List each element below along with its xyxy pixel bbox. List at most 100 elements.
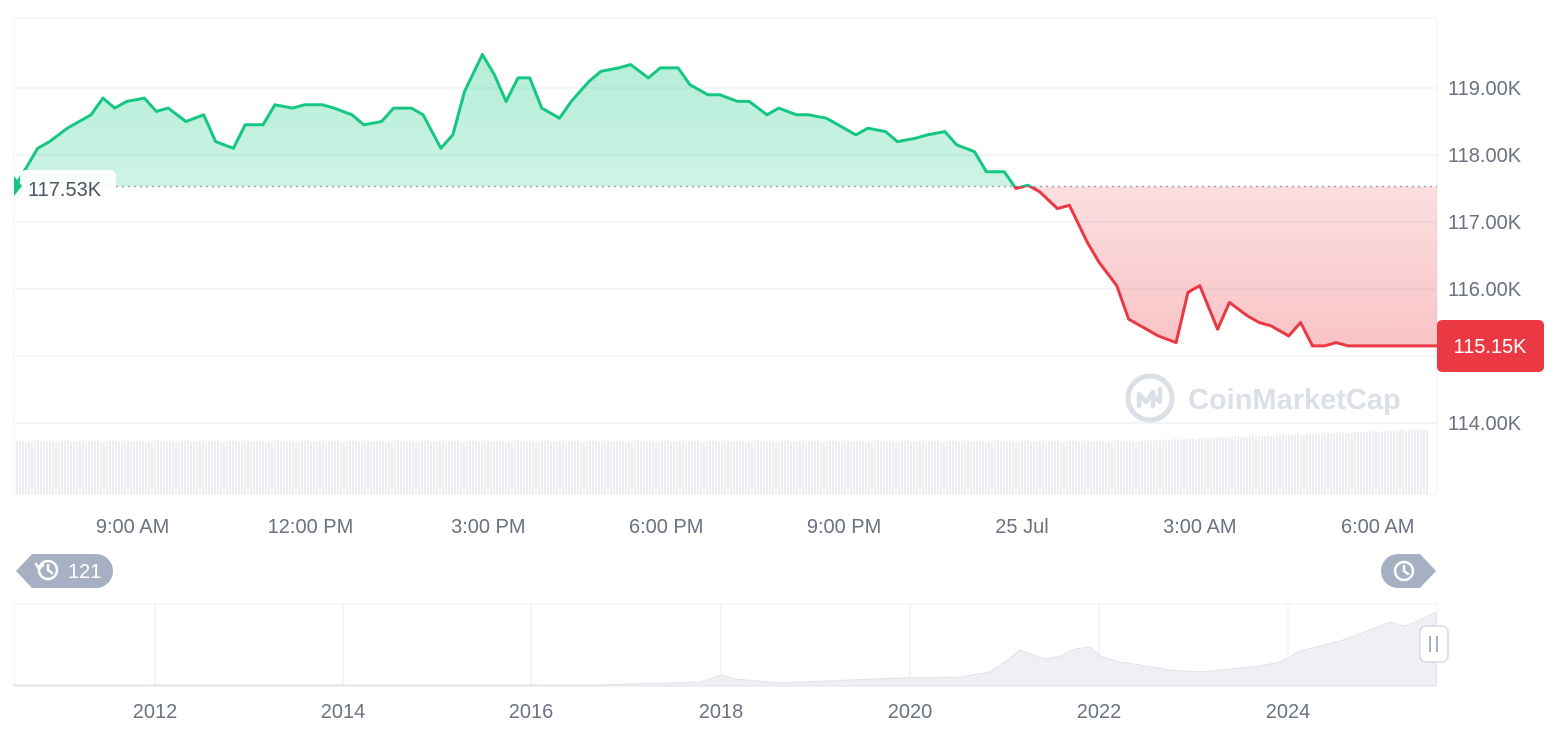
volume-bar <box>250 442 252 494</box>
volume-bar <box>574 440 576 494</box>
volume-bar <box>1363 432 1365 494</box>
volume-bar <box>760 442 762 494</box>
navigator-handle[interactable] <box>1419 625 1449 663</box>
volume-bar <box>805 442 807 494</box>
volume-bar <box>763 441 765 494</box>
volume-bar <box>190 442 192 494</box>
volume-bar <box>268 441 270 494</box>
volume-bar <box>778 441 780 494</box>
volume-bar <box>910 442 912 494</box>
history-badge[interactable]: 121 <box>16 554 113 588</box>
volume-bar <box>520 442 522 494</box>
volume-bar <box>58 441 60 494</box>
volume-bar <box>937 440 939 494</box>
volume-bar <box>706 441 708 494</box>
volume-bar <box>658 441 660 494</box>
volume-bar <box>1246 436 1248 494</box>
volume-bar <box>1156 440 1158 494</box>
volume-bar <box>892 440 894 494</box>
volume-bar <box>1036 441 1038 494</box>
volume-bar <box>1375 432 1377 494</box>
volume-bar <box>76 441 78 494</box>
volume-bar <box>367 440 369 494</box>
volume-bar <box>418 441 420 494</box>
volume-bar <box>64 440 66 494</box>
volume-bar <box>481 441 483 494</box>
volume-bar <box>313 441 315 494</box>
volume-bar <box>334 440 336 494</box>
volume-bar <box>652 440 654 494</box>
volume-bar <box>145 442 147 494</box>
volume-bar <box>355 442 357 494</box>
volume-bar <box>1222 436 1224 494</box>
volume-bar <box>424 440 426 494</box>
volume-bar <box>1414 429 1416 494</box>
volume-bar <box>1138 441 1140 494</box>
coinmarketcap-logo-icon <box>1125 373 1175 423</box>
volume-bar <box>187 440 189 494</box>
volume-bar <box>1069 440 1071 494</box>
volume-bar <box>1045 442 1047 494</box>
volume-bar <box>1225 438 1227 494</box>
volume-bar <box>178 441 180 494</box>
y-tick-label: 116.00K <box>1448 279 1522 301</box>
volume-bar <box>388 441 390 494</box>
volume-bar <box>136 441 138 494</box>
volume-bar <box>1027 440 1029 494</box>
volume-bar <box>451 441 453 494</box>
volume-bar <box>1405 431 1407 494</box>
x-axis-labels: 9:00 AM 12:00 PM 3:00 PM 6:00 PM 9:00 PM 25 J… <box>96 516 1415 538</box>
volume-bar <box>1243 437 1245 494</box>
volume-bar <box>454 440 456 494</box>
navigator[interactable]: 2012 2014 2016 2018 2020 2022 2024 <box>13 603 1449 723</box>
volume-bar <box>142 440 144 494</box>
navigator-x-label: 2022 <box>1077 701 1122 723</box>
y-tick-label: 117.00K <box>1448 212 1522 234</box>
volume-bar <box>259 440 261 494</box>
volume-bar <box>1048 441 1050 494</box>
volume-bar <box>643 441 645 494</box>
volume-bar <box>427 440 429 494</box>
volume-bar <box>364 440 366 494</box>
volume-bar <box>1090 442 1092 494</box>
volume-bar <box>814 440 816 494</box>
volume-bar <box>739 440 741 494</box>
volume-bar <box>1396 430 1398 494</box>
volume-bar <box>232 440 234 494</box>
volume-bar <box>1084 440 1086 494</box>
volume-bar <box>736 441 738 494</box>
reset-zoom-badge[interactable] <box>1381 554 1436 588</box>
volume-bar <box>1357 431 1359 494</box>
volume-bar <box>511 441 513 494</box>
volume-bar <box>694 440 696 494</box>
volume-bar <box>304 440 306 494</box>
volume-bar <box>1288 435 1290 494</box>
volume-bar <box>1282 434 1284 494</box>
volume-bar <box>445 442 447 494</box>
x-tick-label: 12:00 PM <box>268 516 354 538</box>
volume-bar <box>340 442 342 494</box>
volume-bar <box>1066 441 1068 494</box>
volume-bar <box>532 440 534 494</box>
volume-bar <box>1141 440 1143 494</box>
volume-bar <box>817 440 819 494</box>
volume-bar <box>289 440 291 494</box>
volume-bar <box>838 441 840 494</box>
volume-bar <box>1021 441 1023 494</box>
volume-bar <box>565 442 567 494</box>
volume-bar <box>241 441 243 494</box>
volume-bar <box>280 442 282 494</box>
volume-bar <box>670 442 672 494</box>
volume-bar <box>544 440 546 494</box>
y-tick-label: 119.00K <box>1448 78 1522 100</box>
volume-bar <box>391 441 393 494</box>
volume-bar <box>958 441 960 494</box>
volume-bar <box>1117 440 1119 494</box>
volume-bar <box>301 441 303 494</box>
volume-bar <box>1000 442 1002 494</box>
volume-bar <box>730 442 732 494</box>
volume-bar <box>586 441 588 494</box>
volume-bar <box>1300 435 1302 494</box>
navigator-x-label: 2018 <box>699 701 744 723</box>
